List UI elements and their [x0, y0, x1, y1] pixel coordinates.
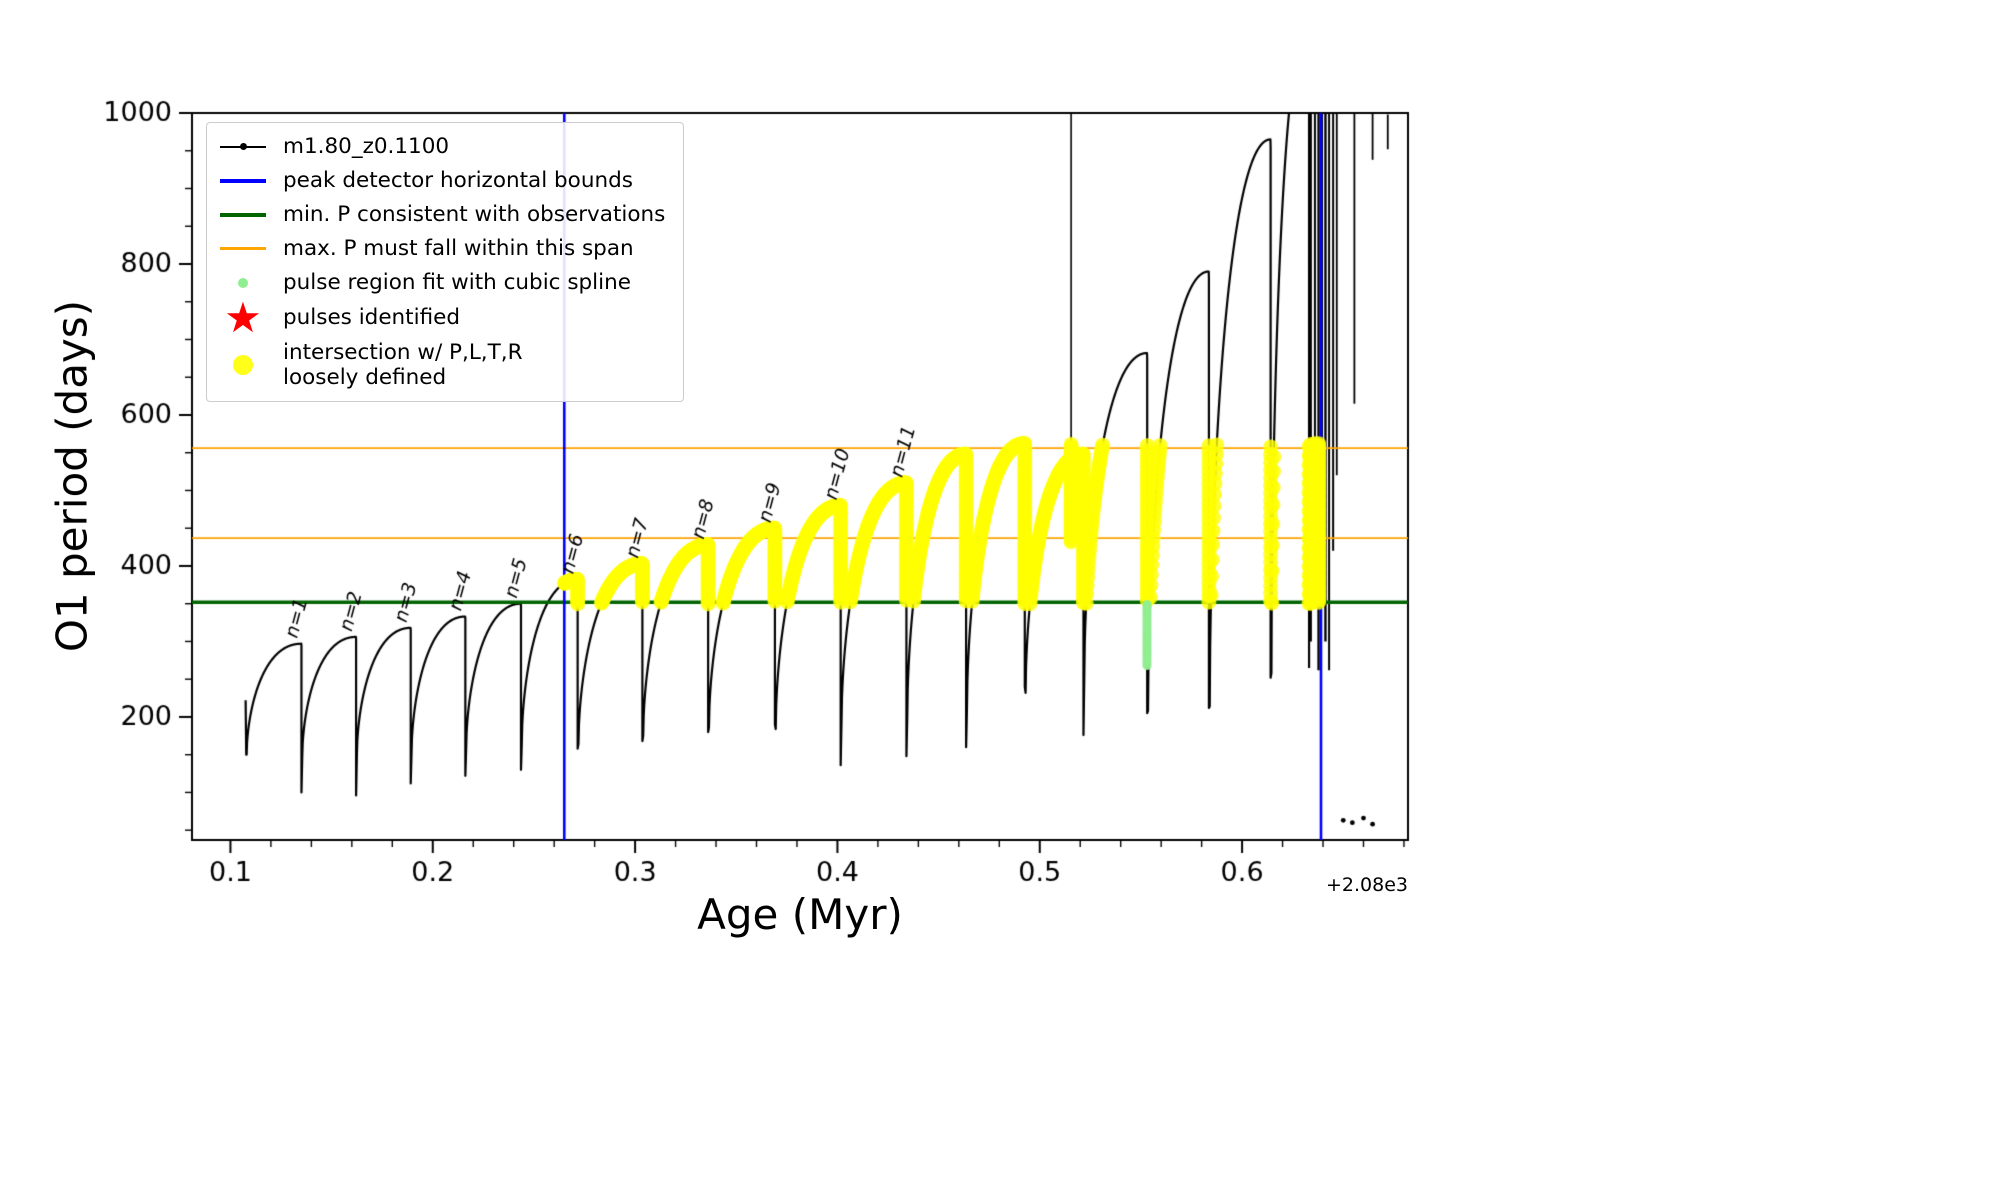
y-axis-label: O1 period (days)	[47, 299, 97, 653]
legend-label-max-p: max. P must fall within this span	[283, 235, 634, 261]
legend-label-series: m1.80_z0.1100	[283, 133, 450, 159]
legend-item-pulses: ★ pulses identified	[215, 293, 665, 342]
blue-line-icon	[220, 178, 266, 183]
legend-item-max-p: max. P must fall within this span	[215, 235, 665, 262]
peak-bounds-swatch	[215, 178, 271, 183]
series-swatch	[215, 143, 271, 150]
legend-label-intersection: intersection w/ P,L,T,R loosely defined	[283, 340, 523, 391]
green-line-icon	[220, 212, 266, 217]
legend-item-series: m1.80_z0.1100	[215, 133, 665, 160]
max-p-swatch	[215, 247, 271, 250]
min-p-swatch	[215, 212, 271, 217]
pulses-swatch: ★	[215, 293, 271, 342]
intersection-swatch	[215, 355, 271, 376]
legend-label-spline: pulse region fit with cubic spline	[283, 269, 631, 295]
legend: m1.80_z0.1100 peak detector horizontal b…	[206, 122, 685, 402]
green-dot-icon	[238, 277, 248, 288]
star-icon: ★	[224, 293, 262, 342]
legend-item-spline: pulse region fit with cubic spline	[215, 269, 665, 296]
legend-label-peak-bounds: peak detector horizontal bounds	[283, 167, 633, 193]
yellow-dot-icon	[233, 355, 253, 376]
x-axis-label: Age (Myr)	[697, 890, 903, 939]
legend-item-min-p: min. P consistent with observations	[215, 201, 665, 228]
axis-offset-text: +2.08e3	[1325, 874, 1408, 896]
legend-item-intersection: intersection w/ P,L,T,R loosely defined	[215, 340, 665, 391]
spline-swatch	[215, 277, 271, 288]
legend-label-pulses: pulses identified	[283, 305, 461, 331]
legend-label-min-p: min. P consistent with observations	[283, 201, 666, 227]
line-dot-marker-icon	[220, 143, 266, 150]
orange-line-icon	[220, 247, 266, 250]
legend-item-peak-bounds: peak detector horizontal bounds	[215, 167, 665, 194]
